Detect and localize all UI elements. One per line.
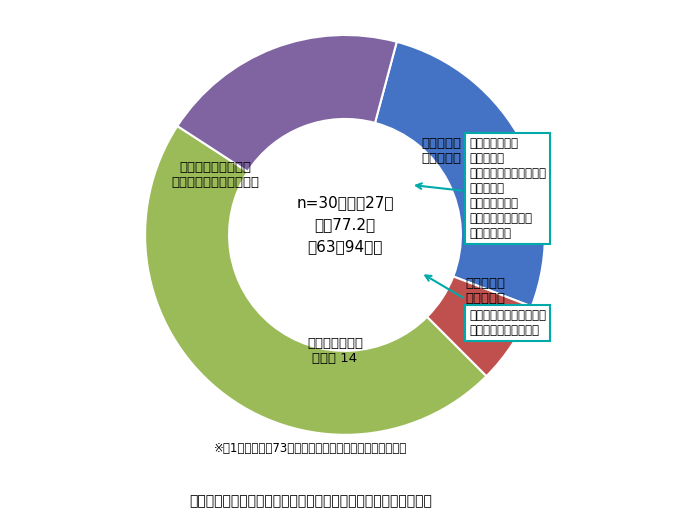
Text: 後進時作業部停止装置２
（巻込まれ、ひかれ）: 後進時作業部停止装置２ （巻込まれ、ひかれ）: [469, 309, 546, 337]
Text: 安全装置が
機能せず８: 安全装置が 機能せず８: [421, 137, 461, 165]
Text: 該当安全装置が
非装備 14: 該当安全装置が 非装備 14: [307, 337, 363, 365]
Text: 安全装置と関連なし
（トレーラー、追突）６: 安全装置と関連なし （トレーラー、追突）６: [171, 161, 259, 189]
Text: ※図1の基データ73件のうち該当分を生研センターで分析: ※図1の基データ73件のうち該当分を生研センターで分析: [214, 443, 407, 455]
Wedge shape: [427, 277, 531, 376]
Wedge shape: [375, 42, 545, 306]
Wedge shape: [145, 126, 486, 435]
Wedge shape: [177, 35, 397, 172]
Text: 挟圧防止装置２
（挟まれ）
デッドマン式クラッチ３
（挟まれ）
緊急停止装置３
（機械の転落転倒、
　巻込まれ）: 挟圧防止装置２ （挟まれ） デッドマン式クラッチ３ （挟まれ） 緊急停止装置３ …: [469, 137, 546, 240]
Text: 安全装置が
解除状態２: 安全装置が 解除状態２: [465, 277, 505, 305]
Text: 図２　歩行用トラクター事故における安全装置と事故内容の関係: 図２ 歩行用トラクター事故における安全装置と事故内容の関係: [189, 494, 432, 508]
Text: n=30（死亡27）
平均77.2歳
（63〜94歳）: n=30（死亡27） 平均77.2歳 （63〜94歳）: [296, 195, 394, 255]
